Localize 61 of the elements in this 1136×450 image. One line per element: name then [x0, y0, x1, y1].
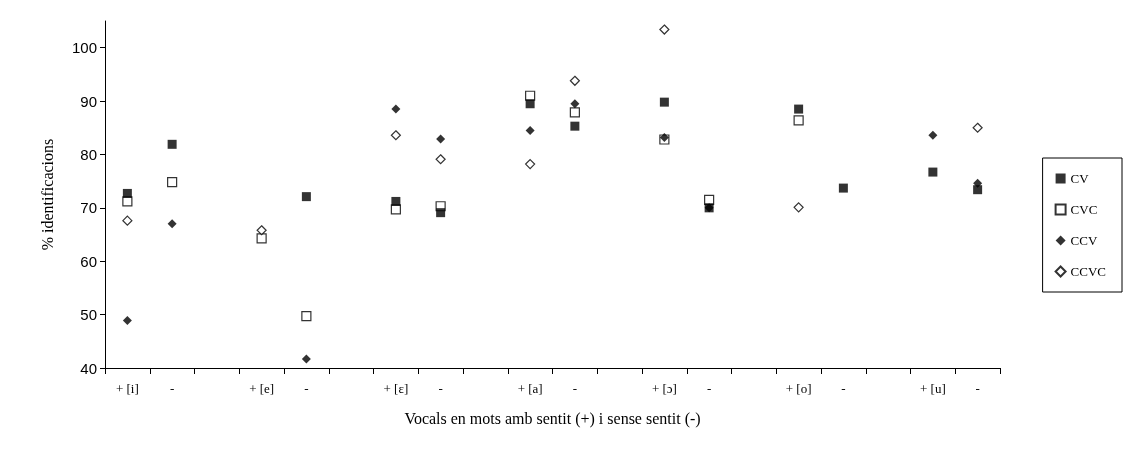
point: [122, 188, 132, 198]
y-tick-label: 80: [80, 145, 97, 163]
point: [256, 233, 267, 244]
y-tick-label: 70: [80, 199, 97, 217]
point: [793, 202, 804, 213]
point: [973, 178, 983, 188]
point: [301, 311, 312, 322]
point: [167, 177, 178, 188]
y-tick-label: 50: [80, 306, 97, 324]
point: [928, 130, 938, 140]
point: [391, 196, 401, 206]
point: [436, 208, 446, 218]
x-tick-label: + [a]: [517, 381, 543, 396]
point: [301, 354, 311, 364]
x-tick-label: + [i]: [115, 381, 139, 396]
x-tick-label: -: [572, 381, 578, 396]
x-tick-label: + [e]: [249, 381, 275, 396]
point: [436, 134, 446, 144]
point: [659, 97, 669, 107]
point: [167, 219, 177, 229]
x-tick-label: + [o]: [785, 381, 812, 396]
point: [838, 183, 848, 193]
point: [570, 121, 580, 131]
point: [569, 75, 580, 86]
point: [122, 215, 133, 226]
point: [122, 315, 132, 325]
point: [928, 167, 938, 177]
x-tick-label: + [ɔ]: [651, 381, 677, 396]
x-tick-label: + [u]: [920, 381, 946, 396]
y-tick-label: 40: [80, 359, 97, 377]
x-tick-label: -: [841, 381, 846, 396]
y-tick-label: 90: [80, 92, 97, 110]
point: [167, 139, 177, 149]
x-axis-title: Vocals en mots amb sentit (+) i sense sentit (-): [404, 409, 701, 428]
y-tick-label: 60: [80, 252, 97, 270]
point: [570, 99, 580, 109]
point: [794, 104, 804, 114]
legend-label: CVC: [1070, 202, 1098, 217]
point: [435, 154, 446, 165]
x-tick-label: -: [304, 381, 309, 396]
point: [391, 104, 401, 114]
point: [301, 192, 311, 202]
point: [525, 99, 535, 109]
legend-label: CCV: [1070, 233, 1098, 248]
x-tick-label: -: [706, 381, 712, 396]
y-axis-title: % identificacions: [38, 138, 56, 251]
point: [793, 115, 804, 126]
point: [659, 24, 670, 35]
point: [525, 158, 536, 170]
point: [390, 130, 401, 141]
legend-label: CV: [1070, 171, 1090, 186]
legend-label: CCVC: [1070, 264, 1107, 279]
x-tick-label: + [ɛ]: [383, 381, 409, 396]
point: [256, 225, 267, 236]
point: [525, 125, 535, 135]
x-tick-label: -: [169, 381, 175, 396]
y-tick-label: 100: [71, 39, 97, 57]
point: [569, 107, 580, 118]
x-tick-label: -: [975, 381, 980, 396]
point: [972, 122, 983, 133]
x-tick-label: -: [438, 381, 443, 396]
